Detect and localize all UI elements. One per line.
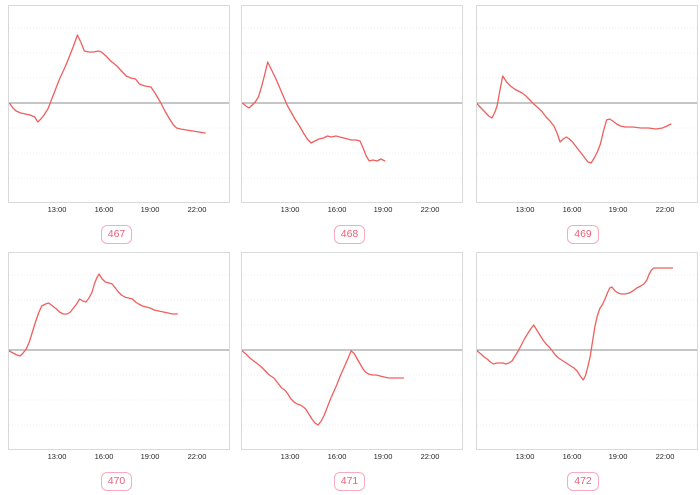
chart-plot-area[interactable] [8, 252, 230, 450]
x-tick-label: 19:00 [373, 205, 393, 214]
chart-title-text: · · [112, 250, 122, 252]
chart-plot-area[interactable] [241, 252, 463, 450]
x-tick-label: 13:00 [515, 452, 535, 461]
x-axis-labels: 13:00 16:00 19:00 22:00 [241, 450, 463, 463]
chart-title-text: · · · [342, 3, 358, 5]
x-tick-label: 13:00 [280, 205, 300, 214]
chart-tile-468: · · · 13:00 16:00 19:00 22:00 468 [233, 0, 466, 247]
line-chart-svg [242, 274, 462, 426]
x-tick-label: 19:00 [608, 205, 628, 214]
x-tick-label: 16:00 [327, 452, 347, 461]
chart-title-text: · · [112, 3, 122, 5]
chart-tag-row: 470 [0, 471, 233, 491]
line-chart-svg [477, 27, 697, 179]
x-axis-labels: 13:00 16:00 19:00 22:00 [8, 203, 230, 216]
chart-tile-469: · · · 13:00 16:00 19:00 22:00 469 [466, 0, 700, 247]
chart-title-fragment: · · [0, 247, 233, 252]
x-tick-label: 13:00 [47, 452, 67, 461]
x-tick-label: 22:00 [420, 452, 440, 461]
x-tick-label: 13:00 [47, 205, 67, 214]
chart-title-fragment: · · [0, 0, 233, 5]
chart-tag-row: 467 [0, 224, 233, 244]
x-axis-labels: 13:00 16:00 19:00 22:00 [8, 450, 230, 463]
x-tick-label: 16:00 [94, 205, 114, 214]
chart-tile-470: · · 13:00 16:00 19:00 22:00 470 [0, 247, 233, 495]
x-tick-label: 19:00 [608, 452, 628, 461]
x-tick-label: 19:00 [140, 205, 160, 214]
x-tick-label: 16:00 [327, 205, 347, 214]
chart-plot-area[interactable] [476, 252, 698, 450]
chart-title-text: · · · [575, 3, 591, 5]
x-tick-label: 22:00 [187, 205, 207, 214]
chart-title-fragment: ·· ·· ··· · ··· ·· [466, 247, 700, 252]
x-tick-label: 16:00 [562, 452, 582, 461]
chart-plot-area[interactable] [8, 5, 230, 203]
chart-tag-row: 472 [466, 471, 700, 491]
chart-number-badge[interactable]: 471 [333, 472, 366, 491]
chart-number-badge[interactable]: 467 [100, 225, 133, 244]
chart-tag-row: 471 [233, 471, 466, 491]
x-tick-label: 13:00 [515, 205, 535, 214]
chart-title-fragment: · · · [233, 0, 466, 5]
chart-plot-area[interactable] [476, 5, 698, 203]
x-tick-label: 13:00 [280, 452, 300, 461]
x-tick-label: 22:00 [187, 452, 207, 461]
x-tick-label: 16:00 [94, 452, 114, 461]
x-tick-label: 22:00 [655, 452, 675, 461]
chart-tile-467: · · 13:00 16:00 19:00 22:00 467 [0, 0, 233, 247]
x-tick-label: 22:00 [655, 205, 675, 214]
chart-number-badge[interactable]: 469 [567, 225, 599, 244]
chart-tile-472: ·· ·· ··· · ··· ·· 13:00 16:00 19:00 22:… [466, 247, 700, 495]
chart-tag-row: 468 [233, 224, 466, 244]
chart-title-text: ·· ·· ··· · ··· ·· [554, 250, 612, 252]
line-chart-svg [9, 273, 229, 426]
x-axis-labels: 13:00 16:00 19:00 22:00 [476, 203, 698, 216]
chart-plot-area[interactable] [241, 5, 463, 203]
x-tick-label: 19:00 [140, 452, 160, 461]
chart-title-fragment: · [233, 247, 466, 252]
chart-number-badge[interactable]: 470 [100, 472, 133, 491]
chart-number-badge[interactable]: 472 [567, 472, 599, 491]
line-chart-svg [9, 27, 229, 179]
x-axis-labels: 13:00 16:00 19:00 22:00 [476, 450, 698, 463]
chart-title-fragment: · · · [466, 0, 700, 5]
x-axis-labels: 13:00 16:00 19:00 22:00 [241, 203, 463, 216]
x-tick-label: 22:00 [420, 205, 440, 214]
line-chart-svg [242, 27, 462, 179]
x-tick-label: 16:00 [562, 205, 582, 214]
chart-number-badge[interactable]: 468 [333, 225, 366, 244]
chart-tag-row: 469 [466, 224, 700, 244]
chart-tile-471: · 13:00 16:00 19:00 22:00 471 [233, 247, 466, 495]
line-chart-svg [477, 267, 697, 426]
x-tick-label: 19:00 [373, 452, 393, 461]
chart-title-text: · [348, 250, 351, 252]
